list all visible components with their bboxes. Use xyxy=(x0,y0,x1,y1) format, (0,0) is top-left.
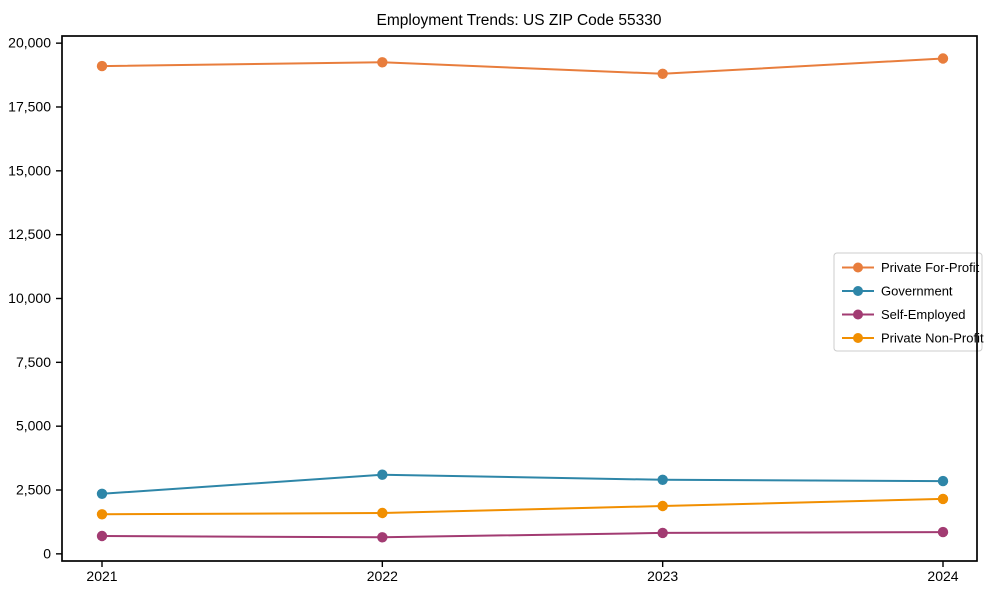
data-point xyxy=(657,474,668,485)
x-tick-label: 2024 xyxy=(927,568,958,584)
y-tick-label: 5,000 xyxy=(16,418,51,434)
axes-layer: 0 2,500 5,000 7,500 10,000 12,500 15,000 17,500… xyxy=(8,35,959,584)
legend-item-label: Private Non-Profit xyxy=(881,331,984,346)
x-tick-label: 2023 xyxy=(647,568,678,584)
series-layer xyxy=(96,53,949,543)
series-line-government xyxy=(101,473,944,495)
legend-marker xyxy=(853,333,863,343)
data-point xyxy=(96,530,108,542)
data-point xyxy=(377,57,388,68)
data-point xyxy=(657,68,668,80)
y-tick-label: 12,500 xyxy=(8,226,51,242)
data-point xyxy=(96,60,108,72)
legend-item-label: Self-Employed xyxy=(881,307,966,322)
plot-frame xyxy=(61,35,978,562)
y-tick-label: 20,000 xyxy=(8,35,51,51)
data-point xyxy=(377,532,388,543)
data-point xyxy=(937,526,949,538)
data-point xyxy=(937,53,949,64)
x-tick-label: 2022 xyxy=(367,568,398,584)
y-tick-label: 2,500 xyxy=(16,482,51,498)
legend-box xyxy=(833,252,983,352)
y-tick-label: 15,000 xyxy=(8,162,51,178)
data-point xyxy=(657,527,668,539)
y-tick-label: 17,500 xyxy=(8,98,51,114)
x-tick-label: 2021 xyxy=(86,568,117,584)
series-line-private-non-profit xyxy=(101,497,944,516)
data-point xyxy=(377,469,388,480)
legend-marker xyxy=(853,286,863,296)
legend-item-label: Government xyxy=(881,284,953,299)
data-point xyxy=(377,507,388,519)
data-point xyxy=(96,509,108,520)
legend: Private For-Profit Government Self-Employe… xyxy=(833,252,984,352)
chart-title: Employment Trends: US ZIP Code 55330 xyxy=(377,12,662,29)
legend-marker xyxy=(853,262,863,273)
y-tick-label: 7,500 xyxy=(16,354,51,370)
legend-marker xyxy=(853,309,863,320)
legend-item-label: Private For-Profit xyxy=(881,260,980,275)
data-point xyxy=(96,488,108,499)
data-point xyxy=(657,500,668,512)
y-tick-label: 10,000 xyxy=(8,290,51,306)
data-point xyxy=(937,493,949,505)
y-tick-label: 0 xyxy=(43,545,51,561)
data-point xyxy=(937,475,949,487)
series-line-private-for-profit xyxy=(101,57,944,75)
series-line-self-employed xyxy=(101,531,944,539)
